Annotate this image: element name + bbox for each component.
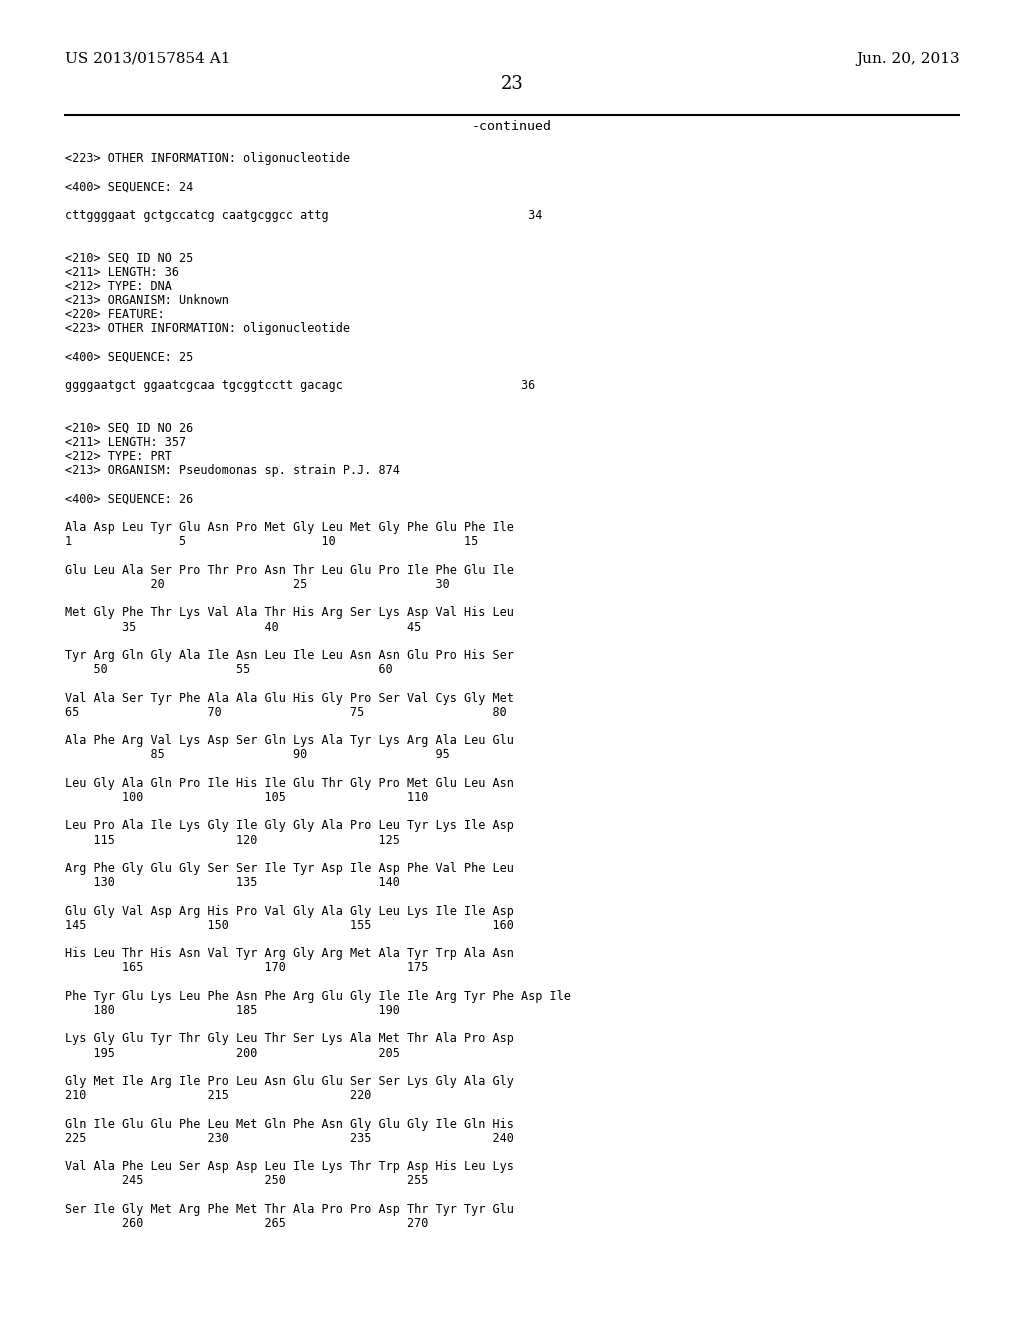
Text: 85                  90                  95: 85 90 95 xyxy=(65,748,450,762)
Text: 210                 215                 220: 210 215 220 xyxy=(65,1089,372,1102)
Text: <400> SEQUENCE: 26: <400> SEQUENCE: 26 xyxy=(65,492,194,506)
Text: 115                 120                 125: 115 120 125 xyxy=(65,834,400,846)
Text: cttggggaat gctgccatcg caatgcggcc attg                            34: cttggggaat gctgccatcg caatgcggcc attg 34 xyxy=(65,209,543,222)
Text: 180                 185                 190: 180 185 190 xyxy=(65,1005,400,1016)
Text: Glu Gly Val Asp Arg His Pro Val Gly Ala Gly Leu Lys Ile Ile Asp: Glu Gly Val Asp Arg His Pro Val Gly Ala … xyxy=(65,904,514,917)
Text: <211> LENGTH: 36: <211> LENGTH: 36 xyxy=(65,265,179,279)
Text: <212> TYPE: PRT: <212> TYPE: PRT xyxy=(65,450,172,463)
Text: 225                 230                 235                 240: 225 230 235 240 xyxy=(65,1131,514,1144)
Text: 35                  40                  45: 35 40 45 xyxy=(65,620,421,634)
Text: 195                 200                 205: 195 200 205 xyxy=(65,1047,400,1060)
Text: Ser Ile Gly Met Arg Phe Met Thr Ala Pro Pro Asp Thr Tyr Tyr Glu: Ser Ile Gly Met Arg Phe Met Thr Ala Pro … xyxy=(65,1203,514,1216)
Text: Val Ala Phe Leu Ser Asp Asp Leu Ile Lys Thr Trp Asp His Leu Lys: Val Ala Phe Leu Ser Asp Asp Leu Ile Lys … xyxy=(65,1160,514,1173)
Text: Arg Phe Gly Glu Gly Ser Ser Ile Tyr Asp Ile Asp Phe Val Phe Leu: Arg Phe Gly Glu Gly Ser Ser Ile Tyr Asp … xyxy=(65,862,514,875)
Text: <210> SEQ ID NO 25: <210> SEQ ID NO 25 xyxy=(65,251,194,264)
Text: 20                  25                  30: 20 25 30 xyxy=(65,578,450,591)
Text: 260                 265                 270: 260 265 270 xyxy=(65,1217,428,1230)
Text: 23: 23 xyxy=(501,75,523,92)
Text: <223> OTHER INFORMATION: oligonucleotide: <223> OTHER INFORMATION: oligonucleotide xyxy=(65,152,350,165)
Text: Met Gly Phe Thr Lys Val Ala Thr His Arg Ser Lys Asp Val His Leu: Met Gly Phe Thr Lys Val Ala Thr His Arg … xyxy=(65,606,514,619)
Text: <400> SEQUENCE: 25: <400> SEQUENCE: 25 xyxy=(65,351,194,364)
Text: -continued: -continued xyxy=(472,120,552,133)
Text: 50                  55                  60: 50 55 60 xyxy=(65,663,393,676)
Text: Leu Gly Ala Gln Pro Ile His Ile Glu Thr Gly Pro Met Glu Leu Asn: Leu Gly Ala Gln Pro Ile His Ile Glu Thr … xyxy=(65,776,514,789)
Text: Gly Met Ile Arg Ile Pro Leu Asn Glu Glu Ser Ser Lys Gly Ala Gly: Gly Met Ile Arg Ile Pro Leu Asn Glu Glu … xyxy=(65,1074,514,1088)
Text: ggggaatgct ggaatcgcaa tgcggtcctt gacagc                         36: ggggaatgct ggaatcgcaa tgcggtcctt gacagc … xyxy=(65,379,536,392)
Text: 65                  70                  75                  80: 65 70 75 80 xyxy=(65,706,507,719)
Text: <210> SEQ ID NO 26: <210> SEQ ID NO 26 xyxy=(65,422,194,434)
Text: 1               5                   10                  15: 1 5 10 15 xyxy=(65,536,478,548)
Text: Val Ala Ser Tyr Phe Ala Ala Glu His Gly Pro Ser Val Cys Gly Met: Val Ala Ser Tyr Phe Ala Ala Glu His Gly … xyxy=(65,692,514,705)
Text: Tyr Arg Gln Gly Ala Ile Asn Leu Ile Leu Asn Asn Glu Pro His Ser: Tyr Arg Gln Gly Ala Ile Asn Leu Ile Leu … xyxy=(65,649,514,663)
Text: <212> TYPE: DNA: <212> TYPE: DNA xyxy=(65,280,172,293)
Text: <400> SEQUENCE: 24: <400> SEQUENCE: 24 xyxy=(65,181,194,194)
Text: <213> ORGANISM: Pseudomonas sp. strain P.J. 874: <213> ORGANISM: Pseudomonas sp. strain P… xyxy=(65,465,400,478)
Text: <211> LENGTH: 357: <211> LENGTH: 357 xyxy=(65,436,186,449)
Text: 130                 135                 140: 130 135 140 xyxy=(65,876,400,890)
Text: Ala Phe Arg Val Lys Asp Ser Gln Lys Ala Tyr Lys Arg Ala Leu Glu: Ala Phe Arg Val Lys Asp Ser Gln Lys Ala … xyxy=(65,734,514,747)
Text: US 2013/0157854 A1: US 2013/0157854 A1 xyxy=(65,51,230,66)
Text: <223> OTHER INFORMATION: oligonucleotide: <223> OTHER INFORMATION: oligonucleotide xyxy=(65,322,350,335)
Text: Ala Asp Leu Tyr Glu Asn Pro Met Gly Leu Met Gly Phe Glu Phe Ile: Ala Asp Leu Tyr Glu Asn Pro Met Gly Leu … xyxy=(65,521,514,535)
Text: 165                 170                 175: 165 170 175 xyxy=(65,961,428,974)
Text: 245                 250                 255: 245 250 255 xyxy=(65,1175,428,1188)
Text: His Leu Thr His Asn Val Tyr Arg Gly Arg Met Ala Tyr Trp Ala Asn: His Leu Thr His Asn Val Tyr Arg Gly Arg … xyxy=(65,948,514,960)
Text: 100                 105                 110: 100 105 110 xyxy=(65,791,428,804)
Text: Leu Pro Ala Ile Lys Gly Ile Gly Gly Ala Pro Leu Tyr Lys Ile Asp: Leu Pro Ala Ile Lys Gly Ile Gly Gly Ala … xyxy=(65,820,514,833)
Text: Glu Leu Ala Ser Pro Thr Pro Asn Thr Leu Glu Pro Ile Phe Glu Ile: Glu Leu Ala Ser Pro Thr Pro Asn Thr Leu … xyxy=(65,564,514,577)
Text: <213> ORGANISM: Unknown: <213> ORGANISM: Unknown xyxy=(65,294,229,308)
Text: Phe Tyr Glu Lys Leu Phe Asn Phe Arg Glu Gly Ile Ile Arg Tyr Phe Asp Ile: Phe Tyr Glu Lys Leu Phe Asn Phe Arg Glu … xyxy=(65,990,570,1003)
Text: Gln Ile Glu Glu Phe Leu Met Gln Phe Asn Gly Glu Gly Ile Gln His: Gln Ile Glu Glu Phe Leu Met Gln Phe Asn … xyxy=(65,1118,514,1131)
Text: Lys Gly Glu Tyr Thr Gly Leu Thr Ser Lys Ala Met Thr Ala Pro Asp: Lys Gly Glu Tyr Thr Gly Leu Thr Ser Lys … xyxy=(65,1032,514,1045)
Text: Jun. 20, 2013: Jun. 20, 2013 xyxy=(856,51,961,66)
Text: <220> FEATURE:: <220> FEATURE: xyxy=(65,308,165,321)
Text: 145                 150                 155                 160: 145 150 155 160 xyxy=(65,919,514,932)
